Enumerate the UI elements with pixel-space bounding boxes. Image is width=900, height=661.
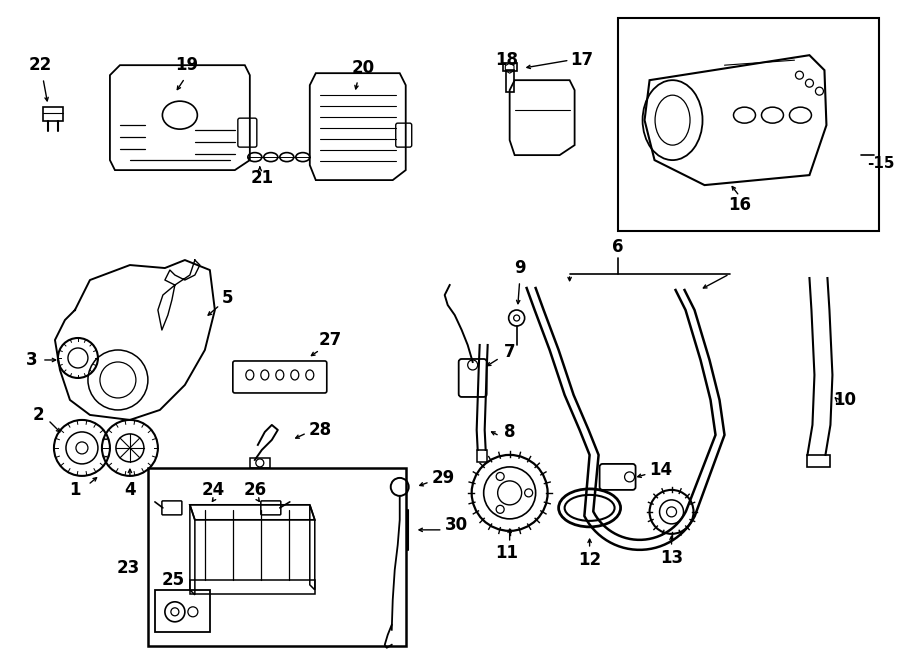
Text: 13: 13 <box>660 549 683 567</box>
Text: 4: 4 <box>124 481 136 499</box>
Text: 8: 8 <box>504 423 516 441</box>
Bar <box>43 107 63 121</box>
Text: 17: 17 <box>570 51 593 69</box>
Bar <box>617 19 879 231</box>
Bar <box>250 458 270 468</box>
Text: 19: 19 <box>176 56 198 74</box>
Text: 2: 2 <box>32 406 44 424</box>
Text: 21: 21 <box>250 169 274 187</box>
Text: 20: 20 <box>351 59 374 77</box>
Text: 5: 5 <box>222 289 234 307</box>
Bar <box>506 70 514 92</box>
Bar <box>807 455 831 467</box>
Text: 7: 7 <box>504 343 516 361</box>
Text: 6: 6 <box>612 238 624 256</box>
Text: 14: 14 <box>650 461 672 479</box>
Text: 27: 27 <box>319 331 341 349</box>
Text: -15: -15 <box>868 155 895 171</box>
Bar <box>477 450 487 462</box>
Text: 25: 25 <box>161 571 184 589</box>
Text: 10: 10 <box>832 391 856 409</box>
Text: 11: 11 <box>495 544 518 562</box>
Text: 23: 23 <box>116 559 140 577</box>
Text: 12: 12 <box>578 551 601 569</box>
Bar <box>155 590 210 632</box>
Text: 3: 3 <box>26 351 38 369</box>
Text: 1: 1 <box>69 481 81 499</box>
Bar <box>190 580 315 594</box>
Text: 30: 30 <box>445 516 468 534</box>
Text: 16: 16 <box>728 196 751 214</box>
Text: 18: 18 <box>495 51 518 69</box>
Bar <box>503 63 517 71</box>
Text: 29: 29 <box>432 469 455 487</box>
Text: 9: 9 <box>514 259 526 277</box>
Text: 22: 22 <box>28 56 51 74</box>
Bar <box>148 468 406 646</box>
Text: 24: 24 <box>202 481 224 499</box>
Text: 28: 28 <box>308 421 331 439</box>
Text: 26: 26 <box>243 481 266 499</box>
